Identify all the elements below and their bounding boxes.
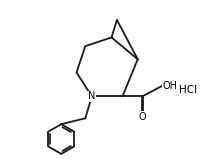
Text: HCl: HCl: [179, 85, 197, 95]
Text: O: O: [138, 112, 146, 122]
Text: OH: OH: [163, 80, 178, 90]
Text: N: N: [88, 91, 95, 101]
